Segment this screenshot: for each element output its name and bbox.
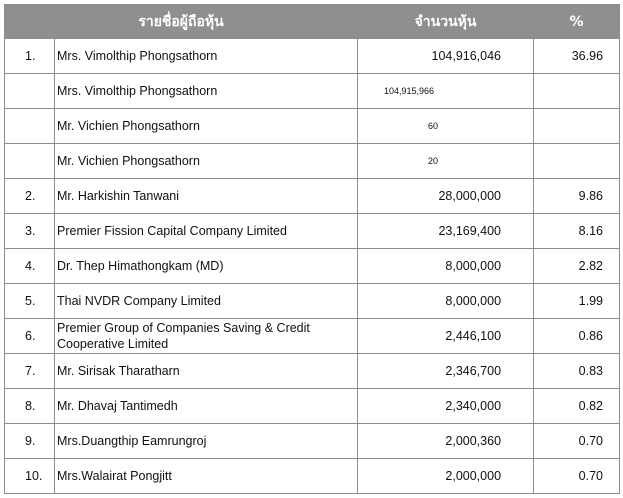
row-number	[4, 108, 55, 144]
shareholders-table: รายชื่อผู้ถือหุ้น จำนวนหุ้น % 1. Mrs. Vi…	[3, 4, 621, 494]
row-number	[4, 73, 55, 109]
shareholder-name: Thai NVDR Company Limited	[53, 283, 359, 319]
table-row: 10. Mrs.Walairat Pongjitt 2,000,000 0.70	[4, 458, 621, 494]
share-count: 23,169,400	[357, 213, 535, 249]
row-number: 7.	[4, 353, 55, 389]
share-percent: 2.82	[533, 248, 621, 284]
share-count: 60	[357, 108, 535, 144]
share-count: 2,340,000	[357, 388, 535, 424]
share-percent: 0.86	[533, 318, 621, 354]
row-number	[4, 143, 55, 179]
row-number: 8.	[4, 388, 55, 424]
table-row: 8. Mr. Dhavaj Tantimedh 2,340,000 0.82	[4, 388, 621, 424]
table-row: Mr. Vichien Phongsathorn 20	[4, 143, 621, 179]
table-row: 1. Mrs. Vimolthip Phongsathorn 104,916,0…	[4, 38, 621, 74]
share-percent: 9.86	[533, 178, 621, 214]
share-percent: 8.16	[533, 213, 621, 249]
shareholder-name: Mr. Vichien Phongsathorn	[53, 108, 359, 144]
shareholder-name: Mr. Dhavaj Tantimedh	[53, 388, 359, 424]
row-number: 9.	[4, 423, 55, 459]
table-row: Mr. Vichien Phongsathorn 60	[4, 108, 621, 144]
share-count: 2,000,000	[357, 458, 535, 494]
row-number: 2.	[4, 178, 55, 214]
row-number: 5.	[4, 283, 55, 319]
shareholder-name: Mr. Vichien Phongsathorn	[53, 143, 359, 179]
shareholder-name: Premier Fission Capital Company Limited	[53, 213, 359, 249]
header-number-of-shares: จำนวนหุ้น	[357, 4, 535, 39]
shareholder-name: Mrs. Vimolthip Phongsathorn	[53, 73, 359, 109]
share-percent	[533, 108, 621, 144]
table-row: Mrs. Vimolthip Phongsathorn 104,915,966	[4, 73, 621, 109]
table-row: 2. Mr. Harkishin Tanwani 28,000,000 9.86	[4, 178, 621, 214]
row-number: 6.	[4, 318, 55, 354]
row-number: 10.	[4, 458, 55, 494]
share-percent: 0.82	[533, 388, 621, 424]
share-count: 2,446,100	[357, 318, 535, 354]
header-shareholder-name: รายชื่อผู้ถือหุ้น	[3, 4, 359, 39]
shareholders-table-container: รายชื่อผู้ถือหุ้น จำนวนหุ้น % 1. Mrs. Vi…	[3, 4, 621, 494]
shareholder-name: Mrs. Vimolthip Phongsathorn	[53, 38, 359, 74]
share-count: 8,000,000	[357, 248, 535, 284]
table-row: 5. Thai NVDR Company Limited 8,000,000 1…	[4, 283, 621, 319]
share-percent: 1.99	[533, 283, 621, 319]
table-row: 7. Mr. Sirisak Tharatharn 2,346,700 0.83	[4, 353, 621, 389]
share-percent	[533, 143, 621, 179]
row-number: 3.	[4, 213, 55, 249]
table-header-row: รายชื่อผู้ถือหุ้น จำนวนหุ้น %	[3, 4, 621, 39]
share-percent: 0.70	[533, 458, 621, 494]
shareholder-name: Mrs.Duangthip Eamrungroj	[53, 423, 359, 459]
share-count: 20	[357, 143, 535, 179]
share-percent: 0.70	[533, 423, 621, 459]
table-row: 3. Premier Fission Capital Company Limit…	[4, 213, 621, 249]
share-percent: 36.96	[533, 38, 621, 74]
share-count: 28,000,000	[357, 178, 535, 214]
row-number: 4.	[4, 248, 55, 284]
shareholder-name: Mr. Harkishin Tanwani	[53, 178, 359, 214]
table-row: 4. Dr. Thep Himathongkam (MD) 8,000,000 …	[4, 248, 621, 284]
shareholder-name: Dr. Thep Himathongkam (MD)	[53, 248, 359, 284]
shareholder-name: Premier Group of Companies Saving & Cred…	[53, 318, 359, 354]
table-row: 6. Premier Group of Companies Saving & C…	[4, 318, 621, 354]
table-row: 9. Mrs.Duangthip Eamrungroj 2,000,360 0.…	[4, 423, 621, 459]
share-count: 104,916,046	[357, 38, 535, 74]
share-percent	[533, 73, 621, 109]
shareholder-name: Mr. Sirisak Tharatharn	[53, 353, 359, 389]
header-percent: %	[533, 4, 621, 39]
shareholder-name: Mrs.Walairat Pongjitt	[53, 458, 359, 494]
share-count: 8,000,000	[357, 283, 535, 319]
share-count: 104,915,966	[357, 73, 535, 109]
share-count: 2,000,360	[357, 423, 535, 459]
row-number: 1.	[4, 38, 55, 74]
share-count: 2,346,700	[357, 353, 535, 389]
share-percent: 0.83	[533, 353, 621, 389]
